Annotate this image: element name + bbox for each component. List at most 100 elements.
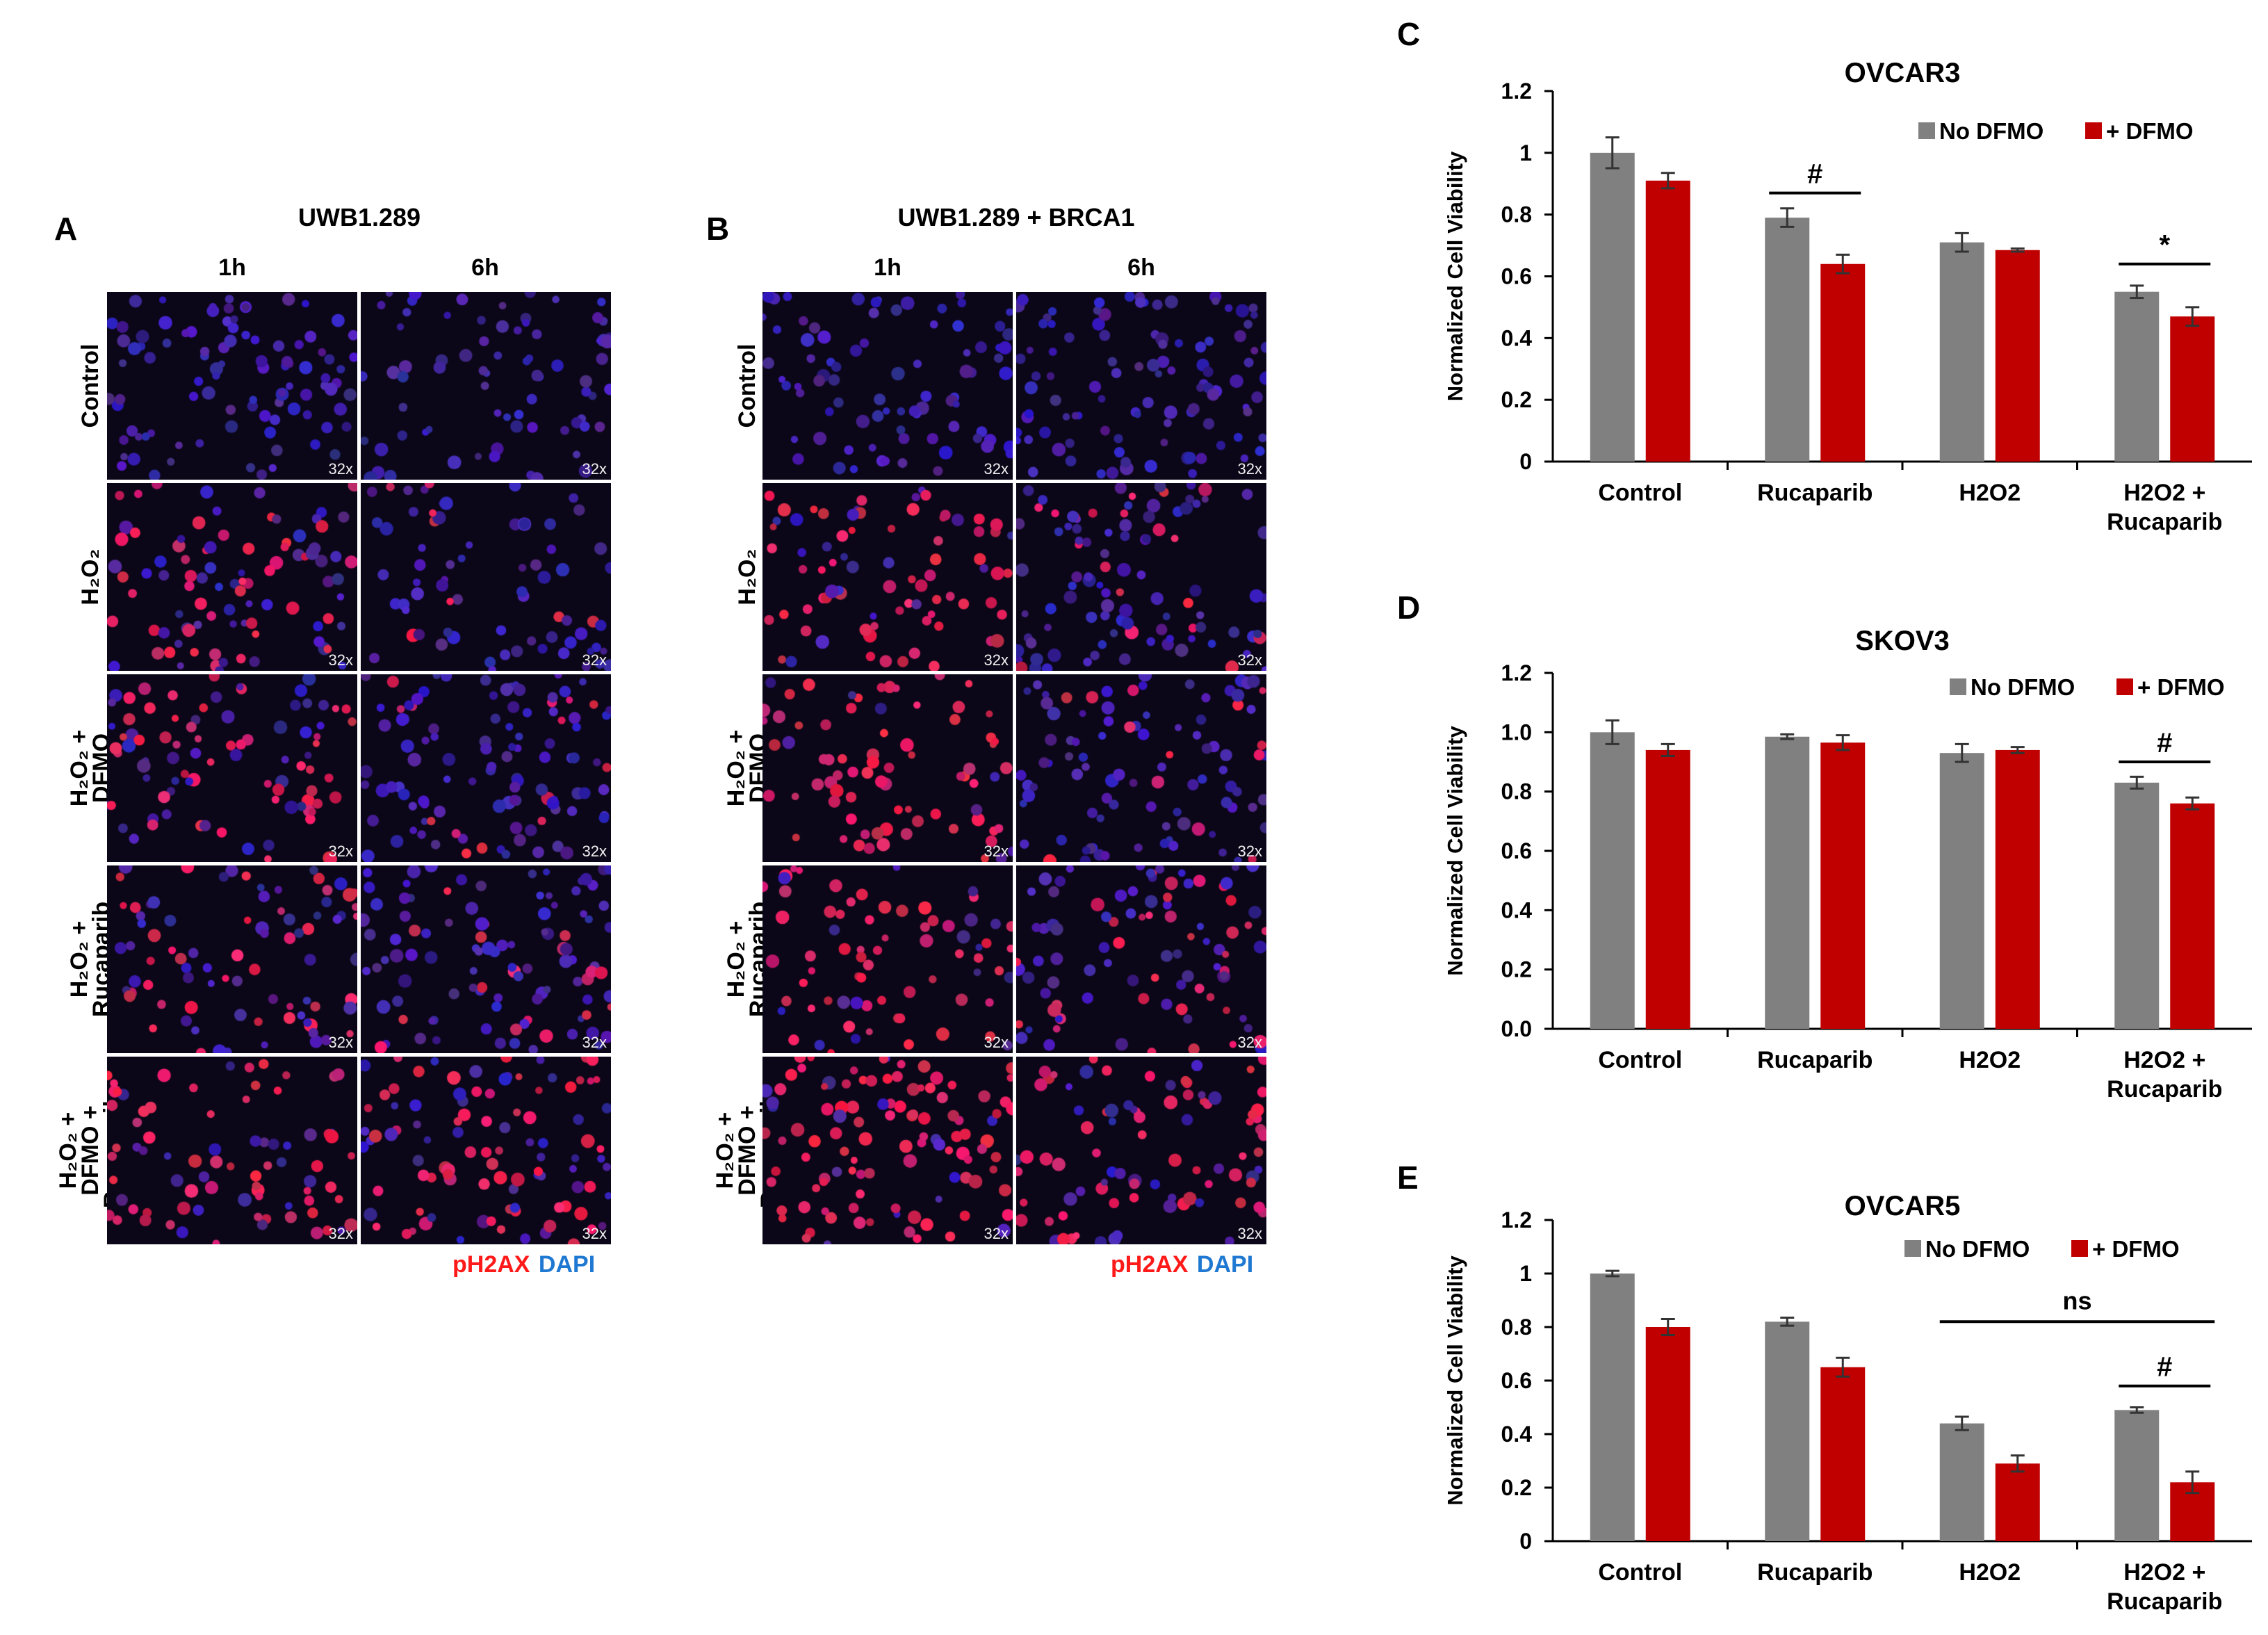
y-tick-label: 0.6 [1501,1368,1532,1393]
micrograph: 32x [1016,483,1266,671]
magnification-label: 32x [582,843,607,860]
category-label: Rucaparib [2107,1076,2222,1103]
bar [1995,1463,2040,1541]
magnification-label: 32x [328,843,353,860]
micrograph-image [107,292,357,480]
category-label: H2O2 + [2123,480,2205,506]
bar [1590,732,1635,1029]
y-tick-label: 0.8 [1501,1315,1532,1340]
y-tick-label: 1.2 [1501,79,1532,104]
panel-letter: D [1397,589,1420,626]
legend-label: + DFMO [2137,674,2225,700]
micrograph-image [107,865,357,1053]
bar [1820,742,1866,1029]
bar [1645,180,1690,462]
micrograph: 32x [107,483,357,671]
bar [2170,316,2215,462]
panel-b-stain-legend: pH2AX DAPI [1111,1251,1253,1278]
micrograph: 32x [1016,865,1266,1053]
y-tick-label: 0.6 [1501,264,1532,289]
magnification-label: 32x [984,460,1009,478]
y-tick-label: 0.8 [1501,779,1532,804]
bar [2114,291,2160,462]
micrograph: 32x [361,674,611,862]
category-label: Rucaparib [2107,1588,2222,1615]
y-tick-label: 0 [1519,1529,1532,1554]
y-tick-label: 1 [1519,1261,1532,1286]
bar [1765,736,1810,1029]
legend-swatch [1950,678,1966,695]
y-tick-label: 1 [1519,140,1532,165]
category-label: H2O2 [1959,480,2021,506]
y-tick-label: 0.4 [1501,897,1533,922]
panel-letter-a: A [54,211,78,247]
bar [1645,749,1690,1029]
y-tick-label: 0.2 [1501,387,1532,412]
category-label: Rucaparib [2107,509,2222,535]
micrograph: 32x [107,674,357,862]
bar [1765,218,1810,462]
micrograph: 32x [1016,674,1266,862]
bar [1995,749,2040,1029]
category-label: H2O2 + [2123,1559,2205,1586]
panel-letter-b: B [706,211,730,247]
panel-b-time-6h: 6h [1127,254,1155,281]
micrograph-image [107,674,357,862]
magnification-label: 32x [1237,651,1262,669]
micrograph: 32x [361,292,611,480]
micrograph-image [1016,1057,1266,1244]
y-axis-label: Normalized Cell Viability [1443,1255,1467,1506]
micrograph: 32x [1016,1057,1266,1244]
panel-a-time-6h: 6h [471,254,499,281]
y-tick-label: 0.8 [1501,202,1532,227]
magnification-label: 32x [984,651,1009,669]
bar [1820,1367,1866,1541]
y-axis-label: Normalized Cell Viability [1443,151,1467,401]
panel-a-stain-legend: pH2AX DAPI [452,1251,595,1278]
significance-label: # [2157,1352,2172,1383]
magnification-label: 32x [1237,843,1262,860]
magnification-label: 32x [984,1225,1009,1242]
micrograph: 32x [762,674,1013,862]
magnification-label: 32x [1237,1034,1262,1051]
category-label: H2O2 + [2123,1047,2205,1073]
y-tick-label: 1.2 [1501,660,1532,685]
panel-letter: E [1397,1160,1419,1196]
legend-swatch [2116,678,2133,695]
ph2ax-legend: pH2AX [1111,1251,1189,1278]
magnification-label: 32x [328,1034,353,1051]
bar [2114,782,2160,1029]
bar [1939,242,1984,462]
category-label: Rucaparib [1757,480,1873,506]
micrograph: 32x [762,1057,1013,1244]
micrograph-image [762,674,1013,862]
micrograph: 32x [361,1057,611,1244]
micrograph-image [361,865,611,1053]
magnification-label: 32x [328,460,353,478]
bar [1820,263,1866,462]
micrograph-image [361,483,611,671]
legend-swatch [2071,1240,2088,1257]
y-tick-label: 1.2 [1501,1207,1532,1233]
significance-label: # [2157,728,2172,758]
magnification-label: 32x [984,1034,1009,1051]
micrograph-image [762,483,1013,671]
chart-title: OVCAR3 [1845,58,1961,88]
category-label: Rucaparib [1757,1559,1873,1586]
panel-letter: C [1397,16,1420,52]
significance-label: # [1807,159,1822,190]
micrograph: 32x [361,483,611,671]
category-label: H2O2 [1959,1559,2021,1586]
bar [1939,1423,1984,1541]
magnification-label: 32x [328,1225,353,1242]
micrograph: 32x [762,865,1013,1053]
bar [1765,1321,1810,1541]
legend-label: No DFMO [1939,118,2043,144]
magnification-label: 32x [1237,460,1262,478]
bar [1645,1327,1690,1541]
legend-swatch [1904,1240,1921,1257]
micrograph-image [762,1057,1013,1244]
micrograph-image [1016,292,1266,480]
y-tick-label: 0 [1519,449,1532,474]
chart-title: OVCAR5 [1845,1191,1961,1221]
